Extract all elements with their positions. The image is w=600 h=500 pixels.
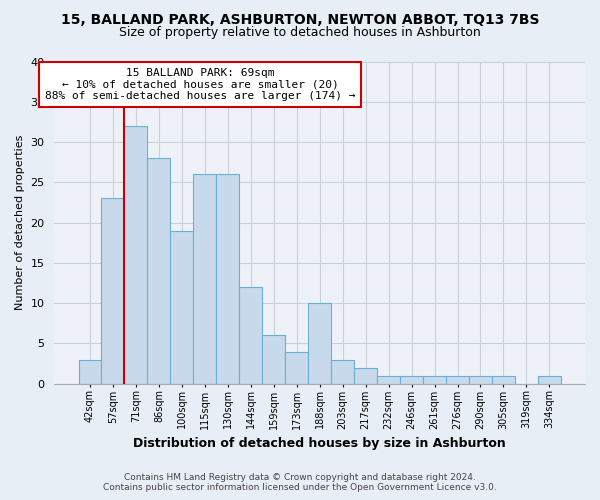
Bar [217,174,239,384]
Bar [400,376,423,384]
Bar [239,287,262,384]
Bar [124,126,148,384]
Text: Size of property relative to detached houses in Ashburton: Size of property relative to detached ho… [119,26,481,39]
Bar [193,174,217,384]
Bar [492,376,515,384]
Text: 15 BALLAND PARK: 69sqm
← 10% of detached houses are smaller (20)
88% of semi-det: 15 BALLAND PARK: 69sqm ← 10% of detached… [45,68,356,101]
Bar [331,360,354,384]
X-axis label: Distribution of detached houses by size in Ashburton: Distribution of detached houses by size … [133,437,506,450]
Bar [377,376,400,384]
Text: 15, BALLAND PARK, ASHBURTON, NEWTON ABBOT, TQ13 7BS: 15, BALLAND PARK, ASHBURTON, NEWTON ABBO… [61,12,539,26]
Bar [469,376,492,384]
Bar [423,376,446,384]
Bar [101,198,124,384]
Bar [262,336,285,384]
Bar [148,158,170,384]
Text: Contains HM Land Registry data © Crown copyright and database right 2024.
Contai: Contains HM Land Registry data © Crown c… [103,473,497,492]
Bar [285,352,308,384]
Bar [170,230,193,384]
Bar [308,303,331,384]
Bar [538,376,561,384]
Bar [79,360,101,384]
Bar [446,376,469,384]
Y-axis label: Number of detached properties: Number of detached properties [15,135,25,310]
Bar [354,368,377,384]
